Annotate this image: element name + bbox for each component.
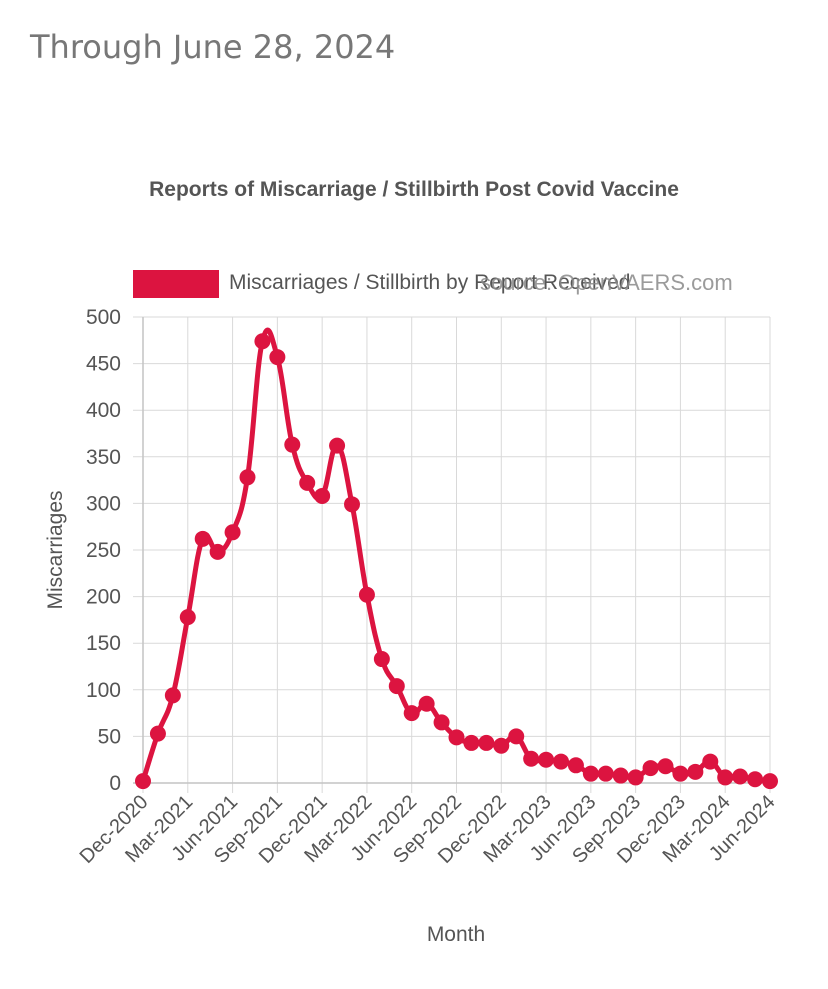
data-point[interactable] (493, 737, 510, 754)
data-point[interactable] (373, 651, 390, 668)
data-point[interactable] (164, 687, 181, 704)
legend-swatch (133, 270, 219, 298)
x-axis-title: Month (427, 923, 485, 946)
data-point[interactable] (239, 469, 256, 486)
data-point[interactable] (254, 333, 271, 350)
data-point[interactable] (269, 349, 286, 366)
data-point[interactable] (747, 771, 764, 788)
data-point[interactable] (448, 729, 465, 746)
data-point[interactable] (642, 760, 659, 777)
y-tick-label: 100 (86, 679, 121, 702)
data-point[interactable] (179, 609, 196, 626)
y-tick-label: 300 (86, 492, 121, 515)
data-point[interactable] (314, 487, 331, 504)
y-tick-label: 350 (86, 446, 121, 469)
data-point[interactable] (672, 765, 689, 782)
y-tick-label: 0 (109, 772, 121, 795)
data-point[interactable] (224, 524, 241, 541)
data-point[interactable] (329, 437, 346, 454)
data-point[interactable] (418, 695, 435, 712)
data-point[interactable] (209, 543, 226, 560)
header-date-text: Through June 28, 2024 (30, 28, 396, 66)
y-tick-label: 200 (86, 586, 121, 609)
data-point[interactable] (523, 750, 540, 767)
y-tick-label: 50 (98, 725, 121, 748)
data-point[interactable] (194, 530, 211, 547)
data-point[interactable] (463, 734, 480, 751)
y-axis-title: Miscarriages (44, 490, 67, 609)
data-point[interactable] (627, 769, 644, 786)
data-point[interactable] (612, 767, 629, 784)
data-point[interactable] (403, 705, 420, 722)
y-tick-label: 500 (86, 306, 121, 329)
data-point[interactable] (508, 728, 525, 745)
data-point[interactable] (687, 763, 704, 780)
data-point[interactable] (135, 773, 151, 790)
data-point[interactable] (732, 768, 749, 785)
data-point[interactable] (702, 753, 719, 770)
data-point[interactable] (762, 773, 778, 790)
data-point[interactable] (388, 678, 405, 695)
data-point[interactable] (597, 765, 614, 782)
source-watermark: source: OpenVAERS.com (480, 270, 733, 295)
y-tick-label: 150 (86, 632, 121, 655)
y-tick-label: 400 (86, 399, 121, 422)
y-tick-label: 450 (86, 353, 121, 376)
data-point[interactable] (344, 496, 360, 513)
data-point[interactable] (567, 757, 584, 774)
data-point[interactable] (358, 586, 375, 603)
y-tick-label: 250 (86, 539, 121, 562)
data-point[interactable] (582, 765, 599, 782)
data-point[interactable] (478, 734, 495, 751)
data-point[interactable] (284, 436, 301, 453)
data-point[interactable] (717, 769, 734, 786)
data-point[interactable] (299, 474, 316, 491)
data-point[interactable] (149, 725, 166, 742)
data-point[interactable] (657, 758, 674, 775)
legend-label: Miscarriages / Stillbirth by Report Rece… (229, 271, 631, 294)
data-point[interactable] (553, 753, 569, 770)
data-point[interactable] (433, 714, 450, 731)
data-point[interactable] (538, 751, 555, 768)
chart-title: Reports of Miscarriage / Stillbirth Post… (149, 178, 679, 201)
